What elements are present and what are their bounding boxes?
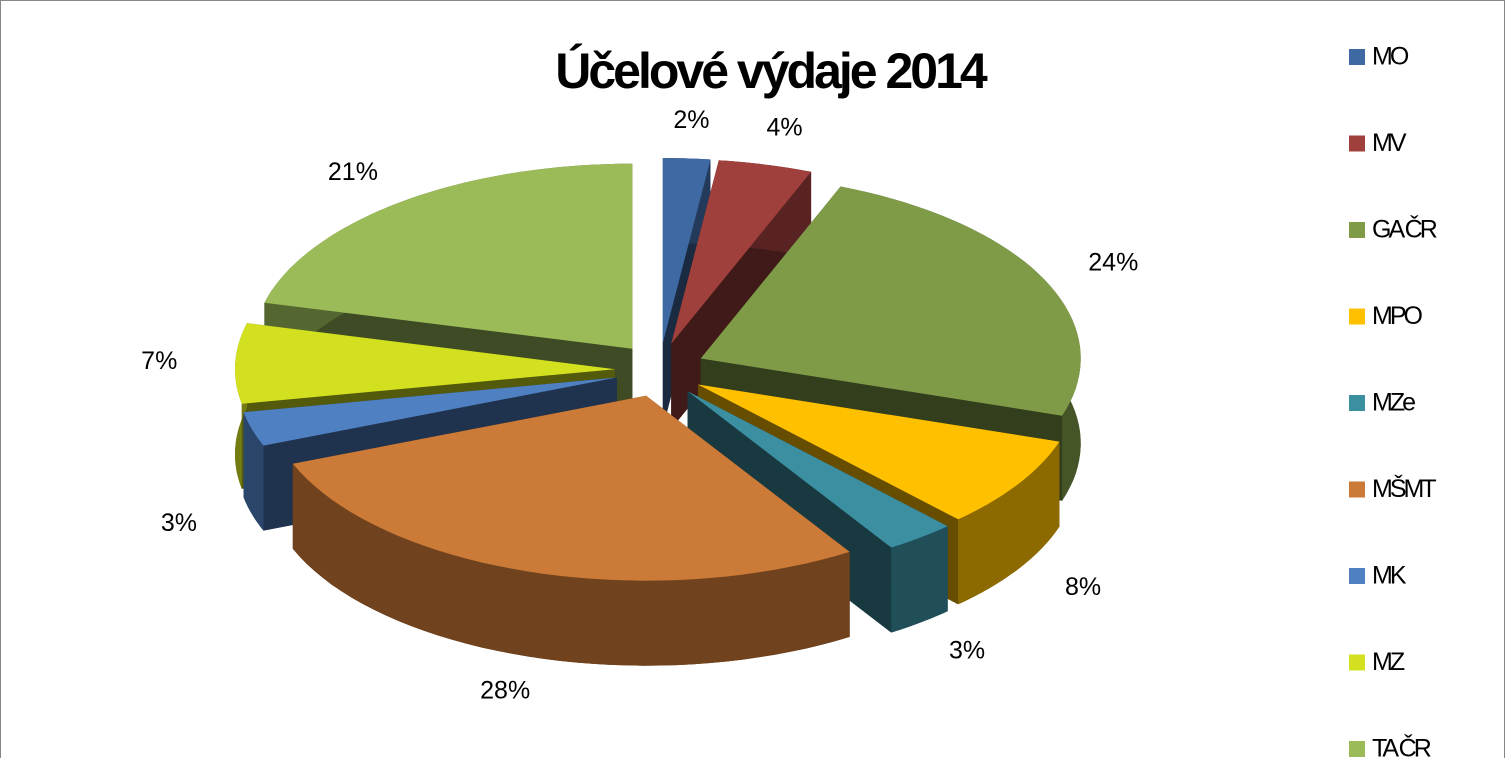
slice bbox=[698, 384, 1060, 520]
slice bbox=[662, 158, 711, 344]
slice bbox=[700, 186, 1081, 416]
data-label: 2% bbox=[673, 106, 709, 134]
slice bbox=[243, 377, 617, 446]
data-label: 4% bbox=[767, 113, 803, 141]
slice bbox=[292, 395, 850, 581]
data-label: 3% bbox=[949, 636, 985, 664]
slice-wall bbox=[292, 463, 850, 666]
slice-wall bbox=[958, 441, 1060, 605]
legend-swatch bbox=[1349, 222, 1365, 238]
legend-swatch bbox=[1349, 49, 1365, 65]
legend-label: MV bbox=[1372, 129, 1407, 157]
slice bbox=[264, 163, 633, 349]
slice bbox=[671, 160, 812, 344]
legend-swatch bbox=[1349, 481, 1365, 498]
data-label: 24% bbox=[1088, 249, 1138, 277]
legend-label: TA ČR bbox=[1372, 734, 1431, 758]
legend-label: MZe bbox=[1372, 389, 1415, 417]
slice-wall bbox=[891, 526, 948, 633]
chart-title: Účelové výdaje 2014 bbox=[555, 43, 988, 99]
data-label: 8% bbox=[1065, 573, 1101, 601]
legend-label: MO bbox=[1372, 43, 1409, 71]
legend-label: MZ bbox=[1372, 648, 1405, 676]
slice-wall bbox=[243, 412, 264, 531]
slice bbox=[235, 323, 615, 404]
slice bbox=[687, 391, 948, 548]
legend-swatch bbox=[1349, 395, 1365, 411]
data-label: 28% bbox=[480, 676, 530, 704]
legend-label: GA ČR bbox=[1372, 215, 1437, 244]
legend-label: MŠMT bbox=[1372, 474, 1436, 503]
data-label: 3% bbox=[161, 509, 197, 537]
legend-label: MPO bbox=[1372, 302, 1423, 330]
legend-label: MK bbox=[1372, 562, 1407, 590]
legend-swatch bbox=[1349, 308, 1365, 325]
data-label: 21% bbox=[328, 158, 378, 186]
legend-swatch bbox=[1349, 741, 1365, 757]
data-label: 7% bbox=[141, 347, 177, 375]
legend-swatch bbox=[1349, 135, 1365, 152]
legend-swatch bbox=[1349, 654, 1365, 671]
legend-swatch bbox=[1349, 568, 1365, 584]
